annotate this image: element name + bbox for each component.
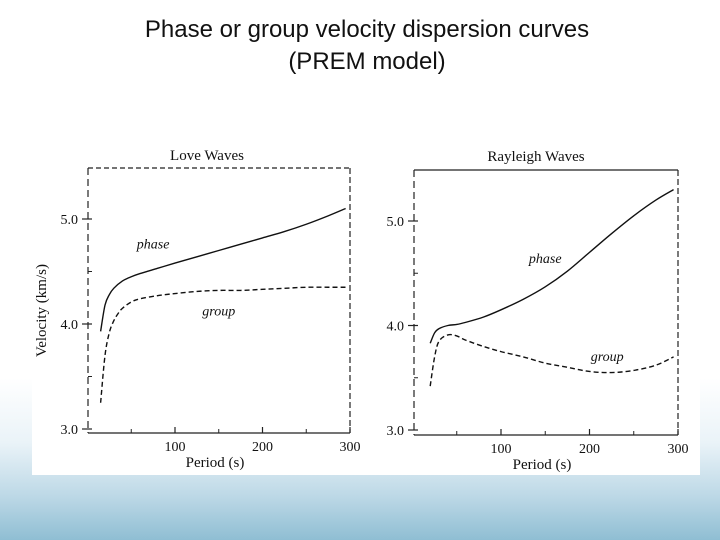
dispersion-figure: 3.0 4.0 5.0 100 200 300 Love Waves Period (s) Ve… <box>32 143 700 475</box>
love-ytick-label: 5.0 <box>61 213 79 228</box>
love-ytick-label: 3.0 <box>61 423 79 438</box>
title-line-2: (PREM model) <box>288 48 446 75</box>
love-series-group <box>99 286 346 403</box>
rayleigh-ytick-label: 4.0 <box>387 320 405 335</box>
slide-title: Phase or group velocity dispersion curve… <box>0 14 720 78</box>
rayleigh-series-label-phase: phase <box>528 252 562 267</box>
love-series-label-group: group <box>202 305 235 320</box>
love-series-label-phase: phase <box>136 237 170 252</box>
rayleigh-xlabel: Period (s) <box>513 457 572 473</box>
rayleigh-ytick-label: 3.0 <box>387 424 405 439</box>
rayleigh-xtick-label: 100 <box>491 442 512 457</box>
love-ylabel: Velocity (km/s) <box>34 264 50 357</box>
rayleigh-series-label-group: group <box>591 350 624 365</box>
title-line-1: Phase or group velocity dispersion curve… <box>144 16 590 43</box>
love-series-phase <box>99 207 346 332</box>
rayleigh-series-phase <box>429 189 674 344</box>
love-xtick-label: 100 <box>165 440 186 455</box>
rayleigh-series-group <box>429 333 674 387</box>
love-xtick-label: 200 <box>252 440 273 455</box>
dispersion-figure-svg: 3.0 4.0 5.0 100 200 300 Love Waves Period (s) Ve… <box>34 148 689 473</box>
rayleigh-ytick-label: 5.0 <box>387 215 405 230</box>
love-ytick-label: 4.0 <box>61 318 79 333</box>
love-xlabel: Period (s) <box>186 455 245 471</box>
love-xtick-label: 300 <box>340 440 361 455</box>
rayleigh-xtick-label: 200 <box>579 442 600 457</box>
rayleigh-title: Rayleigh Waves <box>487 149 584 165</box>
love-title: Love Waves <box>170 148 244 164</box>
rayleigh-xtick-label: 300 <box>668 442 689 457</box>
